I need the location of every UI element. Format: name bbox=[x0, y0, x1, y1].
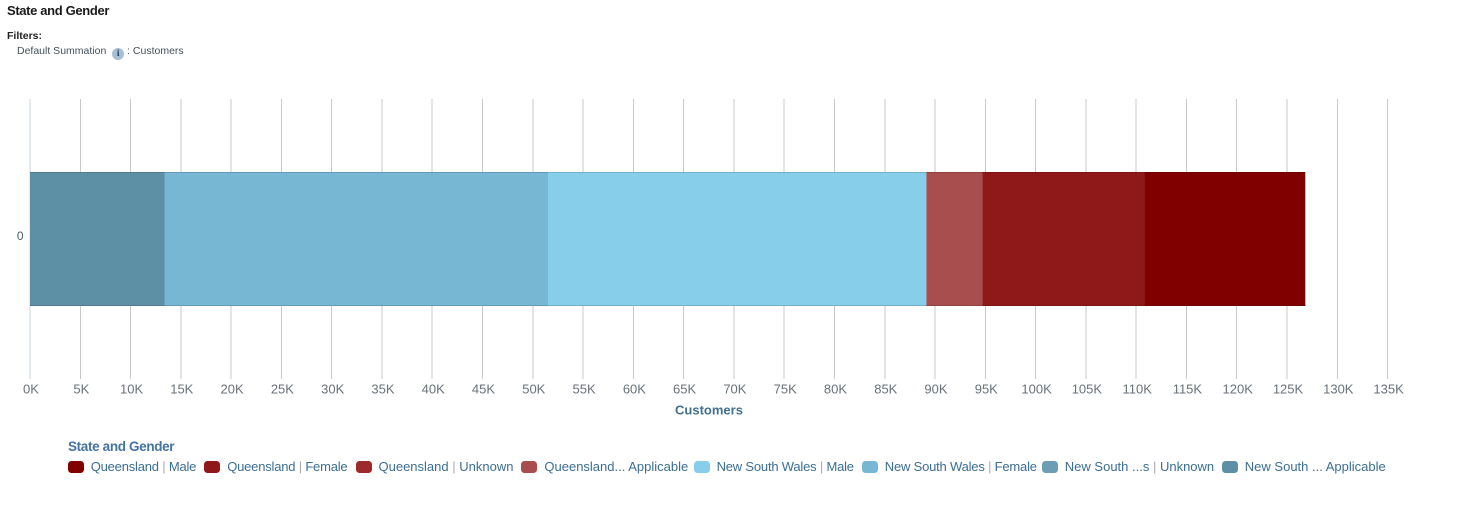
svg-text:20K: 20K bbox=[221, 382, 244, 397]
svg-text:30K: 30K bbox=[321, 382, 344, 397]
svg-text:50K: 50K bbox=[522, 382, 545, 397]
svg-text:95K: 95K bbox=[975, 382, 998, 397]
svg-text:130K: 130K bbox=[1323, 382, 1354, 397]
svg-text:75K: 75K bbox=[774, 382, 797, 397]
svg-text:85K: 85K bbox=[874, 382, 897, 397]
svg-text:0: 0 bbox=[17, 229, 24, 243]
svg-text:35K: 35K bbox=[371, 382, 394, 397]
svg-text:135K: 135K bbox=[1373, 382, 1404, 397]
svg-text:65K: 65K bbox=[673, 382, 696, 397]
svg-text:45K: 45K bbox=[472, 382, 495, 397]
svg-text:100K: 100K bbox=[1021, 382, 1052, 397]
svg-text:15K: 15K bbox=[170, 382, 193, 397]
svg-text:40K: 40K bbox=[422, 382, 445, 397]
svg-text:110K: 110K bbox=[1122, 382, 1152, 397]
svg-text:115K: 115K bbox=[1173, 382, 1203, 397]
svg-text:60K: 60K bbox=[623, 382, 646, 397]
svg-text:55K: 55K bbox=[573, 382, 596, 397]
svg-text:80K: 80K bbox=[824, 382, 847, 397]
svg-text:10K: 10K bbox=[120, 382, 143, 397]
svg-text:25K: 25K bbox=[271, 382, 294, 397]
svg-text:105K: 105K bbox=[1072, 382, 1103, 397]
svg-text:120K: 120K bbox=[1223, 382, 1254, 397]
svg-text:90K: 90K bbox=[924, 382, 947, 397]
svg-text:Customers: Customers bbox=[675, 403, 743, 418]
svg-text:5K: 5K bbox=[73, 382, 89, 397]
svg-text:0K: 0K bbox=[23, 382, 39, 397]
svg-text:70K: 70K bbox=[723, 382, 746, 397]
svg-text:125K: 125K bbox=[1273, 382, 1304, 397]
